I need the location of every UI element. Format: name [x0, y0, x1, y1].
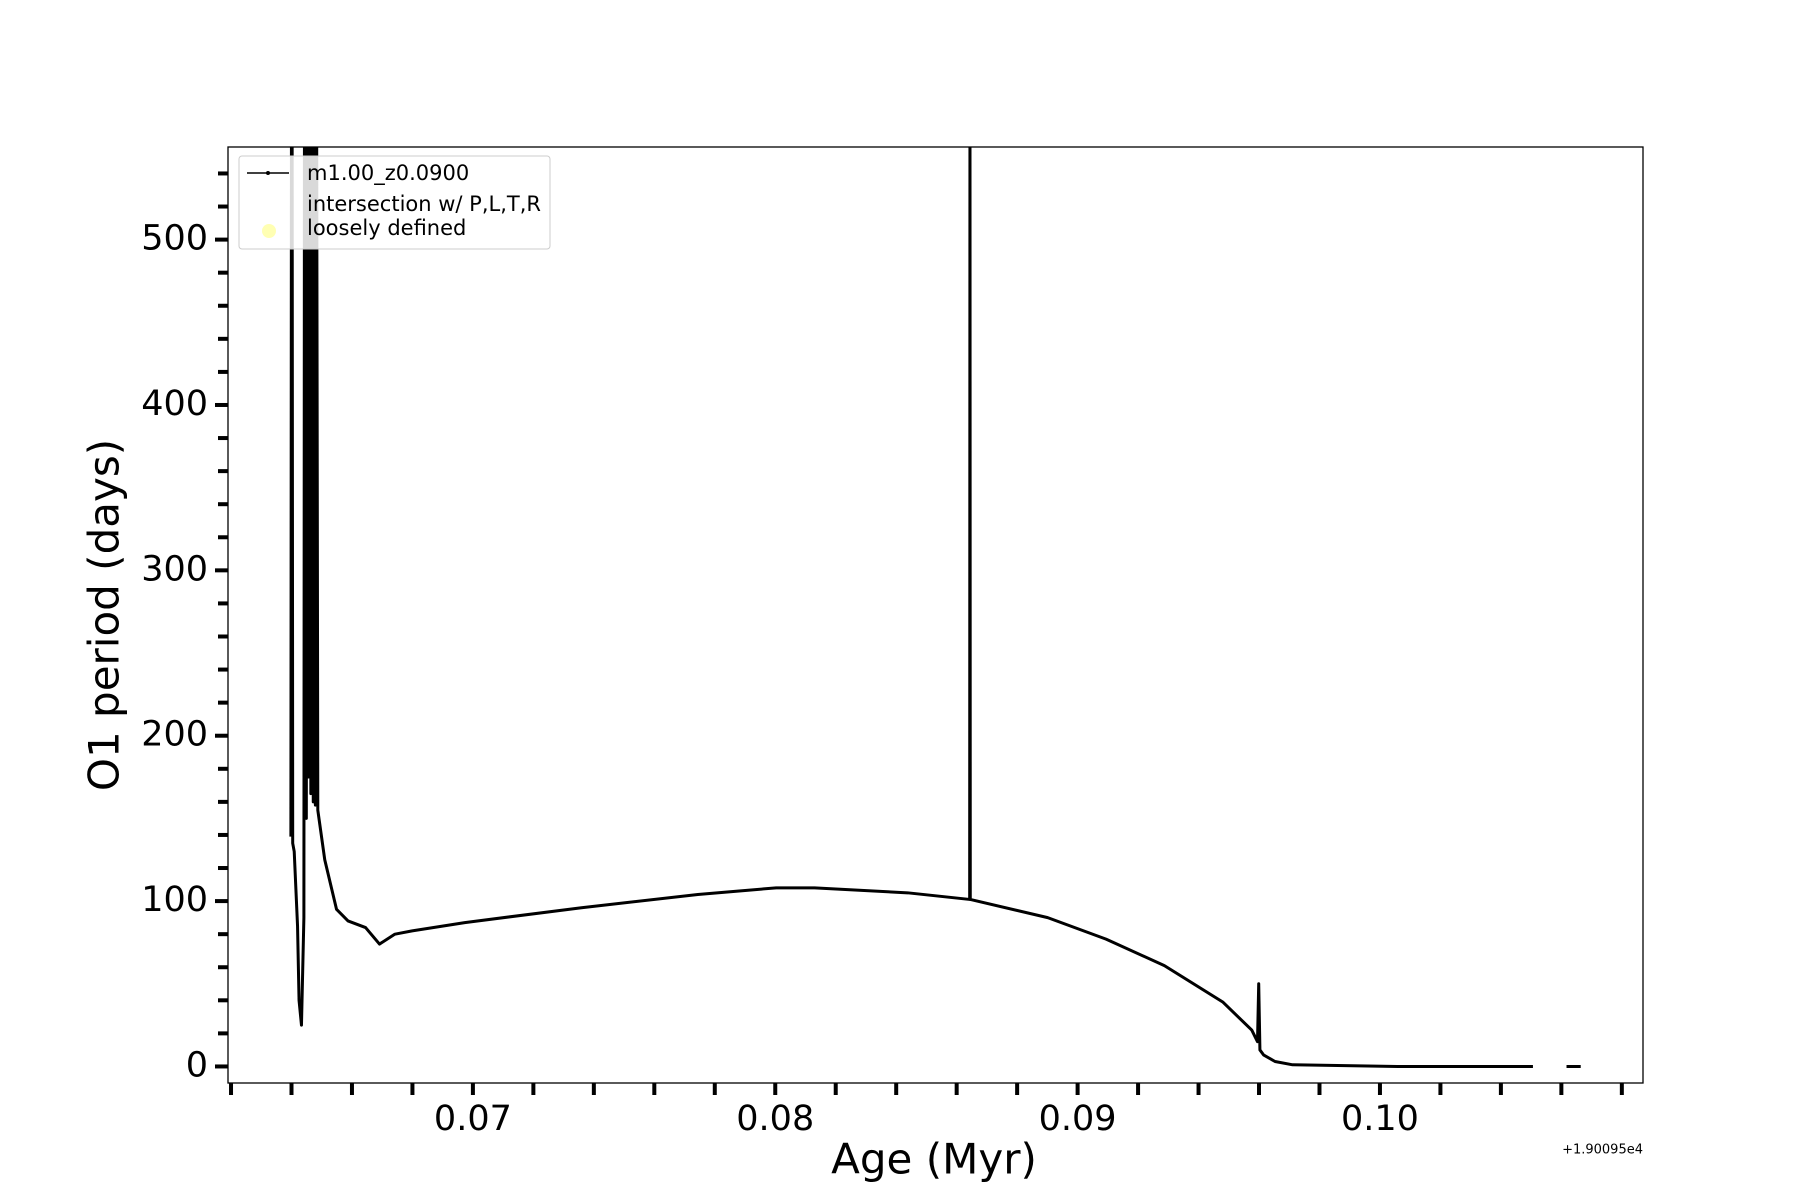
x-tick-label: 0.09 — [1039, 1099, 1117, 1139]
x-tick-label: 0.07 — [434, 1099, 512, 1139]
y-tick-label: 400 — [141, 384, 208, 424]
data-line — [289, 147, 1581, 1068]
y-tick-label: 500 — [141, 219, 208, 259]
y-tick-label: 0 — [186, 1045, 208, 1085]
legend-dot — [266, 171, 270, 175]
y-tick-label: 300 — [141, 549, 208, 589]
y-axis-label: O1 period (days) — [80, 439, 129, 791]
legend-marker — [262, 224, 276, 238]
x-axis-label: Age (Myr) — [831, 1135, 1037, 1184]
y-tick-label: 100 — [141, 880, 208, 920]
x-offset-label: +1.90095e4 — [1562, 1143, 1643, 1158]
y-tick-label: 200 — [141, 715, 208, 755]
plot-area — [289, 147, 1581, 1068]
x-tick-label: 0.10 — [1341, 1099, 1419, 1139]
legend-box — [238, 155, 551, 250]
plot-frame — [227, 146, 1644, 1084]
legend-label: intersection w/ P,L,T,R loosely defined — [307, 192, 541, 240]
x-tick-label: 0.08 — [736, 1099, 814, 1139]
legend-label: m1.00_z0.0900 — [307, 161, 470, 185]
